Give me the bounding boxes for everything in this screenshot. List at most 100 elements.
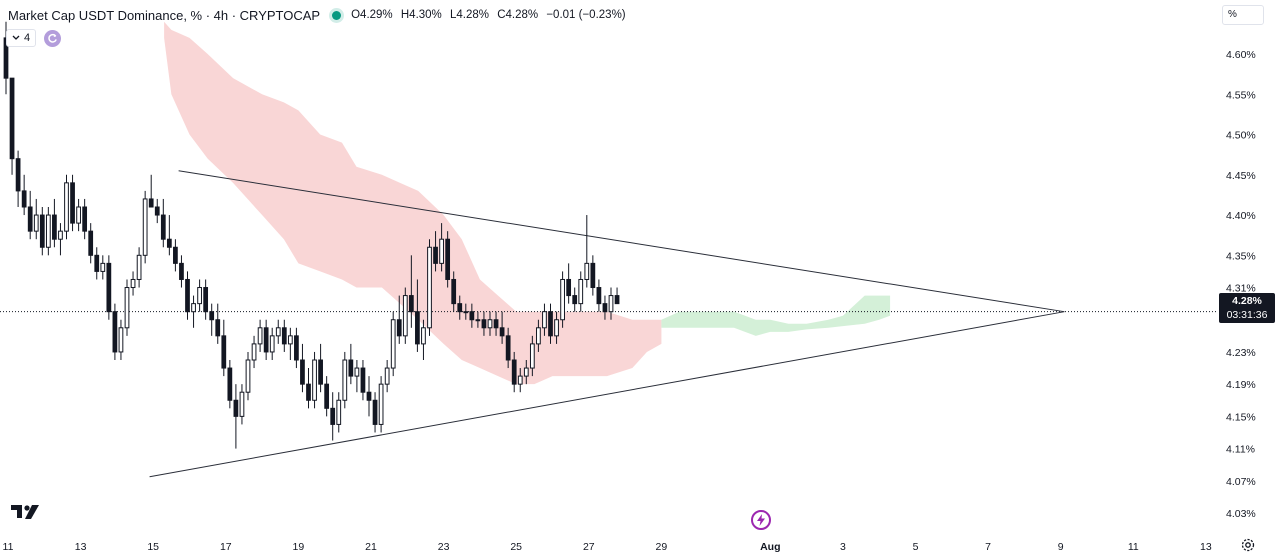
candle: [505, 327, 511, 369]
candle: [100, 255, 106, 280]
candle: [584, 215, 590, 288]
candle: [427, 239, 432, 336]
x-tick-label: 11: [1128, 541, 1139, 553]
x-tick-label: 19: [293, 541, 305, 553]
candle: [142, 190, 148, 264]
lightning-icon[interactable]: [751, 510, 771, 530]
x-tick-label: 7: [985, 541, 991, 553]
price-axis[interactable]: 4.60% 4.55% 4.50% 4.45% 4.40% 4.35% 4.31% 4.23%…: [1226, 49, 1256, 520]
y-tick-label: 4.15%: [1226, 411, 1256, 423]
time-axis[interactable]: 11 13 15 17 19 21 23 25 27 29 Aug 3 5 7 9 11 13: [3, 541, 1212, 553]
candle: [445, 231, 451, 288]
candle: [203, 279, 209, 320]
candle: [457, 295, 463, 320]
x-tick-label: Aug: [760, 541, 780, 553]
y-tick-label: 4.19%: [1226, 379, 1256, 391]
candle: [112, 303, 118, 360]
candle: [566, 263, 572, 304]
open-value: O4.29%: [351, 9, 393, 21]
candle: [366, 376, 372, 417]
candle: [499, 311, 505, 344]
indicators-collapse-button[interactable]: 4: [6, 29, 37, 47]
candle: [608, 287, 614, 320]
indicator-count: 4: [24, 32, 31, 44]
tradingview-logo-icon[interactable]: [10, 504, 42, 520]
candle: [148, 174, 154, 208]
close-value: C4.28%: [497, 9, 539, 21]
symbol-title[interactable]: Market Cap USDT Dominance, % · 4h · CRYP…: [8, 7, 321, 23]
candle: [602, 295, 608, 320]
candle: [82, 198, 88, 240]
candle: [166, 215, 172, 256]
candle: [294, 327, 299, 369]
y-tick-label: 4.11%: [1226, 444, 1255, 456]
x-tick-label: 3: [840, 541, 846, 553]
candle: [173, 239, 178, 272]
high-value: H4.30%: [400, 9, 442, 21]
ascending-support[interactable]: [149, 311, 1065, 478]
candle: [560, 271, 565, 328]
candle: [493, 311, 499, 336]
x-tick-label: 25: [510, 541, 522, 553]
candle: [487, 311, 493, 336]
candle: [536, 319, 541, 352]
x-tick-label: 21: [365, 541, 377, 553]
candle: [590, 255, 596, 296]
candle: [64, 174, 69, 240]
candle: [88, 223, 94, 264]
reload-icon[interactable]: [44, 29, 62, 47]
indicator-row: 4: [6, 29, 62, 47]
candle: [221, 319, 227, 377]
candle: [52, 198, 57, 248]
market-status-dot: [332, 10, 342, 20]
candle: [421, 319, 426, 360]
chevron-down-icon: [12, 35, 20, 40]
candle: [306, 368, 311, 409]
y-tick-label: 4.31%: [1226, 283, 1256, 295]
candle: [300, 343, 305, 393]
candle: [197, 279, 202, 312]
candle: [15, 150, 21, 207]
last-price-label: 4.28% 03:31:36: [1219, 293, 1275, 323]
candle: [318, 343, 323, 393]
candles: [3, 21, 620, 449]
candle: [263, 319, 269, 360]
candle: [529, 335, 535, 377]
candle: [548, 303, 553, 344]
candle: [342, 351, 348, 409]
candle: [523, 360, 529, 385]
candle: [21, 174, 27, 216]
ichimoku-cloud: [164, 21, 891, 385]
y-tick-label: 4.03%: [1226, 508, 1256, 520]
candle: [179, 255, 184, 288]
y-tick-label: 4.60%: [1226, 49, 1256, 61]
candle: [76, 198, 81, 232]
candle: [578, 271, 584, 312]
candle: [9, 77, 15, 175]
price-unit-button[interactable]: %: [1222, 5, 1264, 25]
change-value: −0.01 (−0.23%): [546, 9, 626, 21]
gear-icon[interactable]: [1240, 537, 1256, 553]
candle: [481, 311, 487, 336]
candle: [554, 311, 559, 344]
candle: [572, 287, 578, 312]
candle: [451, 271, 457, 312]
cloud-bullish: [661, 295, 891, 336]
candle: [58, 223, 63, 256]
candle: [390, 311, 396, 377]
candle: [130, 271, 136, 296]
candle: [372, 392, 378, 433]
descending-resistance[interactable]: [178, 170, 1065, 313]
chart-legend: Market Cap USDT Dominance, % · 4h · CRYP…: [8, 6, 631, 24]
y-tick-label: 4.35%: [1226, 250, 1256, 262]
candle: [463, 303, 469, 320]
candle: [160, 198, 166, 248]
candle: [439, 223, 444, 272]
last-price-value: 4.28%: [1232, 295, 1262, 307]
candle: [396, 295, 402, 344]
candle: [215, 303, 221, 344]
ohlc-values: O4.29% H4.30% L4.28% C4.28% −0.01 (−0.23…: [351, 9, 631, 21]
candle: [281, 319, 287, 352]
x-tick-label: 9: [1058, 541, 1064, 553]
